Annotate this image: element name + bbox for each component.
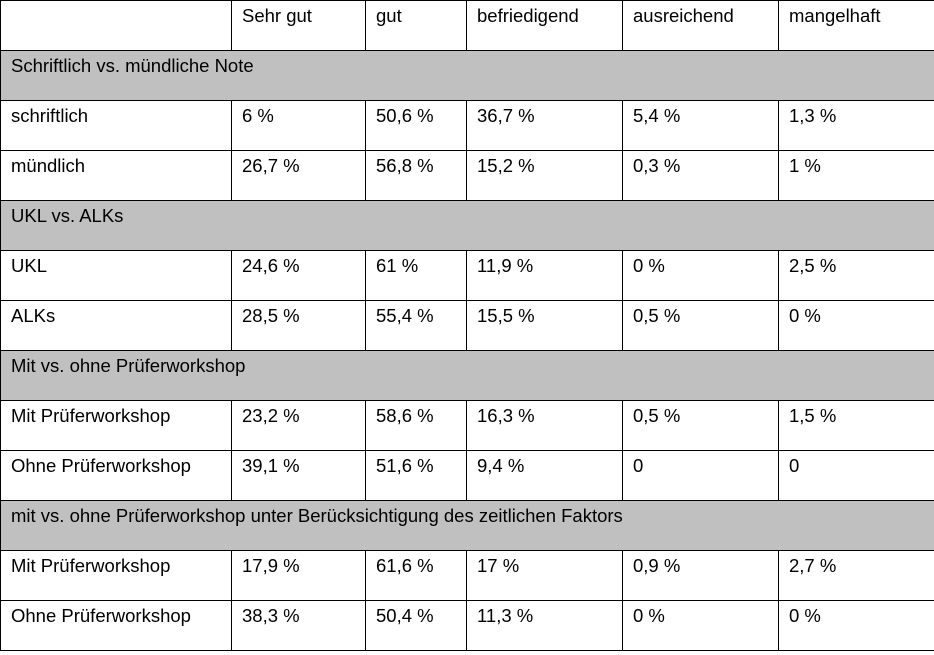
- table-cell: 2,7 %: [778, 550, 934, 601]
- section-title: Schriftlich vs. mündliche Note: [0, 50, 934, 101]
- table-cell: 11,3 %: [466, 600, 623, 651]
- header-cell-ausreichend: ausreichend: [622, 0, 779, 51]
- table-cell: 17,9 %: [231, 550, 366, 601]
- table-cell: 24,6 %: [231, 250, 366, 301]
- section-title: UKL vs. ALKs: [0, 200, 934, 251]
- section-row: mit vs. ohne Prüferworkshop unter Berück…: [0, 500, 934, 551]
- row-label: mündlich: [0, 150, 232, 201]
- table-cell: 6 %: [231, 100, 366, 151]
- table-header-row: Sehr gut gut befriedigend ausreichend ma…: [0, 0, 934, 51]
- table-cell: 51,6 %: [365, 450, 467, 501]
- table-cell: 9,4 %: [466, 450, 623, 501]
- section-title: mit vs. ohne Prüferworkshop unter Berück…: [0, 500, 934, 551]
- table-cell: 11,9 %: [466, 250, 623, 301]
- table-cell: 1,5 %: [778, 400, 934, 451]
- row-label: schriftlich: [0, 100, 232, 151]
- table-cell: 61,6 %: [365, 550, 467, 601]
- table-cell: 50,4 %: [365, 600, 467, 651]
- section-row: Schriftlich vs. mündliche Note: [0, 50, 934, 101]
- table-cell: 26,7 %: [231, 150, 366, 201]
- table-cell: 56,8 %: [365, 150, 467, 201]
- table-row: mündlich 26,7 % 56,8 % 15,2 % 0,3 % 1 %: [0, 150, 934, 201]
- section-title: Mit vs. ohne Prüferworkshop: [0, 350, 934, 401]
- table-cell: 1,3 %: [778, 100, 934, 151]
- table-cell: 0: [622, 450, 779, 501]
- table-cell: 36,7 %: [466, 100, 623, 151]
- row-label: ALKs: [0, 300, 232, 351]
- row-label: Ohne Prüferworkshop: [0, 600, 232, 651]
- row-label: Mit Prüferworkshop: [0, 550, 232, 601]
- table-cell: 39,1 %: [231, 450, 366, 501]
- table-cell: 38,3 %: [231, 600, 366, 651]
- table-cell: 0: [778, 450, 934, 501]
- table-cell: 55,4 %: [365, 300, 467, 351]
- header-cell-befriedigend: befriedigend: [466, 0, 623, 51]
- table-cell: 61 %: [365, 250, 467, 301]
- table-cell: 0,3 %: [622, 150, 779, 201]
- table-row: Ohne Prüferworkshop 38,3 % 50,4 % 11,3 %…: [0, 600, 934, 651]
- table-row: schriftlich 6 % 50,6 % 36,7 % 5,4 % 1,3 …: [0, 100, 934, 151]
- header-cell-gut: gut: [365, 0, 467, 51]
- row-label: UKL: [0, 250, 232, 301]
- table-cell: 0 %: [622, 600, 779, 651]
- table-cell: 0,9 %: [622, 550, 779, 601]
- header-cell-empty: [0, 0, 232, 51]
- table-cell: 16,3 %: [466, 400, 623, 451]
- table-row: Ohne Prüferworkshop 39,1 % 51,6 % 9,4 % …: [0, 450, 934, 501]
- header-cell-mangelhaft: mangelhaft: [778, 0, 934, 51]
- table-cell: 2,5 %: [778, 250, 934, 301]
- row-label: Ohne Prüferworkshop: [0, 450, 232, 501]
- table-cell: 0,5 %: [622, 400, 779, 451]
- table-cell: 50,6 %: [365, 100, 467, 151]
- table-cell: 23,2 %: [231, 400, 366, 451]
- table-row: Mit Prüferworkshop 23,2 % 58,6 % 16,3 % …: [0, 400, 934, 451]
- row-label: Mit Prüferworkshop: [0, 400, 232, 451]
- table-cell: 5,4 %: [622, 100, 779, 151]
- section-row: UKL vs. ALKs: [0, 200, 934, 251]
- table-row: Mit Prüferworkshop 17,9 % 61,6 % 17 % 0,…: [0, 550, 934, 601]
- table-cell: 28,5 %: [231, 300, 366, 351]
- section-row: Mit vs. ohne Prüferworkshop: [0, 350, 934, 401]
- table-cell: 58,6 %: [365, 400, 467, 451]
- table-row: ALKs 28,5 % 55,4 % 15,5 % 0,5 % 0 %: [0, 300, 934, 351]
- table-cell: 17 %: [466, 550, 623, 601]
- header-cell-sehr-gut: Sehr gut: [231, 0, 366, 51]
- table-cell: 15,2 %: [466, 150, 623, 201]
- table-cell: 0 %: [778, 600, 934, 651]
- table-cell: 0 %: [778, 300, 934, 351]
- table-row: UKL 24,6 % 61 % 11,9 % 0 % 2,5 %: [0, 250, 934, 301]
- table-cell: 15,5 %: [466, 300, 623, 351]
- table-cell: 0,5 %: [622, 300, 779, 351]
- table-cell: 1 %: [778, 150, 934, 201]
- table-cell: 0 %: [622, 250, 779, 301]
